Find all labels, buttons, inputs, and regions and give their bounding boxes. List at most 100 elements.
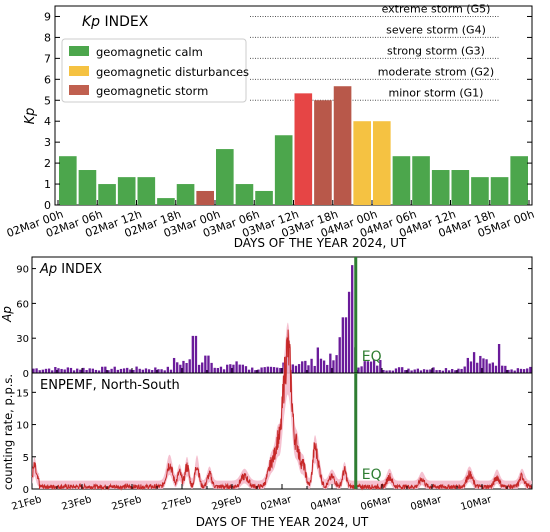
ap-bar-97	[335, 355, 338, 373]
enpemf-xtick-label-0: 21Feb	[11, 494, 43, 513]
ap-bar-50	[188, 359, 191, 373]
ap-bar-152	[507, 369, 510, 373]
kp-y-label: Kp	[23, 108, 38, 125]
ap-bar-42	[163, 370, 166, 373]
kp-level-label-0: extreme storm (G5)	[382, 2, 491, 15]
kp-bar-13	[314, 100, 332, 205]
ap-bar-52	[194, 335, 198, 373]
ap-bar-89	[310, 358, 313, 373]
ap-bar-78	[276, 367, 279, 373]
ap-bar-21	[97, 370, 101, 373]
ap-bar-124	[419, 370, 423, 373]
kp-level-label-2: strong storm (G3)	[387, 44, 485, 57]
ap-bar-47	[179, 364, 182, 373]
ap-bar-72	[257, 369, 260, 373]
ap-y-axis: 0 30 60 90	[16, 265, 532, 380]
ap-bar-142	[476, 362, 479, 373]
ap-bar-68	[244, 366, 248, 373]
ap-bar-53	[197, 364, 201, 373]
ap-bar-19	[91, 368, 94, 373]
ap-bar-158	[526, 368, 529, 373]
kp-ytick-label-2: 2	[44, 157, 51, 170]
ap-bar-112	[382, 369, 385, 373]
ap-bar-8	[57, 368, 60, 373]
ap-bar-117	[397, 367, 401, 373]
ap-bar-132	[444, 368, 448, 373]
enpemf-title: ENPEMF, North-South	[40, 378, 180, 393]
enpemf-xtick-label-5: 02Mar	[259, 494, 293, 513]
enpemf-xtick-label-3: 27Feb	[161, 494, 193, 513]
kp-bar-12	[294, 93, 313, 205]
kp-bar-19	[431, 170, 450, 205]
ap-bar-154	[513, 370, 516, 373]
ap-bar-46	[176, 362, 179, 373]
ap-bar-125	[422, 369, 426, 373]
ap-ytick-label-60: 60	[16, 299, 29, 310]
ap-bar-36	[144, 368, 148, 373]
ap-bar-127	[429, 369, 432, 373]
kp-bar-20	[451, 170, 470, 205]
ap-bar-45	[172, 357, 176, 373]
ap-bar-101	[347, 291, 351, 373]
ap-bar-9	[60, 368, 63, 373]
ap-bar-133	[447, 370, 451, 373]
ap-bar-30	[126, 367, 129, 373]
ap-bar-67	[241, 364, 244, 373]
kp-bar-3	[117, 177, 136, 205]
kp-bar-23	[510, 156, 528, 205]
ap-bar-15	[79, 369, 82, 373]
ap-ytick-label-30: 30	[16, 334, 29, 345]
kp-ytick-label-4: 4	[44, 115, 51, 128]
kp-bar-22	[490, 177, 509, 205]
ap-x-axis	[31, 368, 533, 373]
ap-bar-95	[329, 353, 332, 373]
ap-bar-17	[85, 370, 88, 373]
kp-bars	[59, 86, 528, 205]
ap-bar-85	[297, 364, 301, 373]
kp-level-label-3: moderate strom (G2)	[378, 65, 494, 78]
ap-bar-16	[82, 367, 85, 373]
ap-bar-59	[216, 367, 219, 373]
ap-bar-93	[322, 360, 326, 373]
ap-bar-159	[529, 366, 532, 373]
ap-bar-108	[369, 361, 373, 373]
ap-bar-43	[166, 366, 169, 373]
ap-bar-106	[363, 361, 366, 373]
ap-bar-126	[426, 369, 429, 373]
ap-bar-115	[391, 370, 394, 373]
legend-swatch-disturb	[69, 66, 89, 76]
ap-bar-107	[366, 361, 369, 373]
enpemf-eq-label: EQ	[362, 467, 382, 483]
enpemf-xtick-label-1: 23Feb	[61, 494, 93, 513]
enpemf-x-label: DAYS OF THE YEAR 2024, UT	[196, 515, 369, 529]
kp-ytick-label-8: 8	[44, 31, 51, 44]
ap-bar-25	[110, 368, 113, 373]
ap-bar-37	[147, 369, 151, 373]
ap-bar-57	[210, 362, 213, 373]
kp-ytick-label-6: 6	[44, 73, 51, 86]
ap-bar-44	[169, 369, 173, 373]
ap-bar-39	[154, 367, 157, 373]
ap-bar-3	[41, 369, 44, 373]
ap-bar-118	[401, 367, 404, 373]
kp-ytick-label-3: 3	[44, 136, 51, 149]
ap-bar-99	[341, 317, 344, 373]
ap-bar-31	[129, 369, 132, 373]
ap-bar-60	[219, 366, 223, 373]
kp-bar-15	[353, 121, 371, 205]
ap-bar-141	[472, 352, 476, 373]
ap-y-label: Ap	[0, 306, 14, 323]
kp-bar-5	[157, 198, 175, 205]
ap-bar-91	[316, 347, 319, 373]
ap-bar-51	[191, 335, 194, 373]
ap-bar-77	[272, 367, 276, 373]
ap-bar-146	[488, 363, 491, 373]
enpemf-xtick-label-4: 29Feb	[211, 494, 243, 513]
ap-bar-121	[410, 370, 413, 373]
ap-bar-139	[466, 357, 469, 373]
enpemf-chart: 0 5 10 15 21Feb 23Feb 25Feb 27Feb 29Feb 02Mar 04M…	[1, 322, 533, 529]
ap-bar-104	[357, 367, 360, 373]
kp-bar-16	[373, 121, 391, 205]
